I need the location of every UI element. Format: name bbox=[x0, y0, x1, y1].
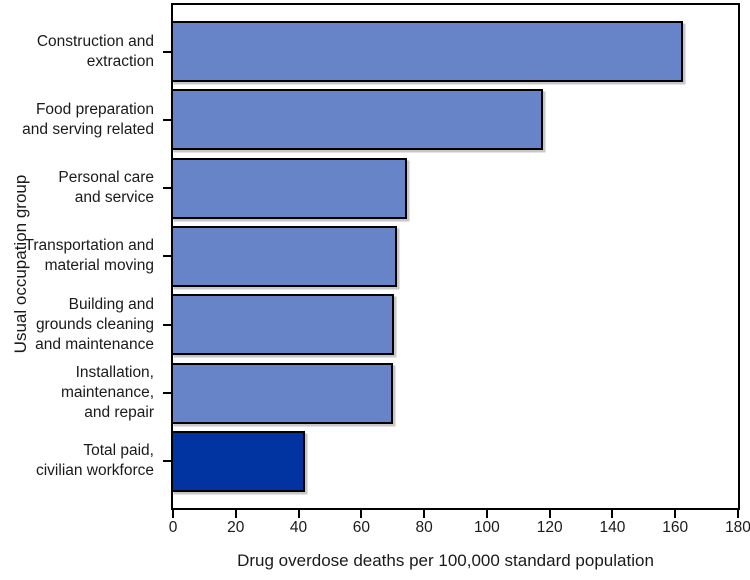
category-label-line: and repair bbox=[84, 404, 154, 421]
category-label-line: grounds cleaning bbox=[35, 315, 154, 333]
x-axis-tick-label: 180 bbox=[725, 519, 750, 536]
category-label-personal-care-and-service: Personal care and service bbox=[0, 152, 154, 224]
x-axis-tick bbox=[297, 510, 300, 518]
category-label-line: civilian workforce bbox=[35, 462, 154, 480]
x-axis-tick bbox=[674, 510, 677, 518]
x-axis-tick-label: 40 bbox=[289, 519, 308, 536]
x-axis-tick-label: 20 bbox=[227, 519, 245, 536]
y-axis-tick bbox=[163, 187, 172, 190]
y-axis-tick bbox=[163, 460, 172, 463]
x-axis-title: Drug overdose deaths per 100,000 standar… bbox=[237, 551, 654, 570]
category-label-line: maintenance, bbox=[60, 384, 154, 401]
x-axis-tick-label: 60 bbox=[352, 519, 370, 536]
x-axis-tick bbox=[172, 510, 174, 518]
x-axis-tick bbox=[423, 510, 426, 518]
x-axis-tick-label: 140 bbox=[599, 519, 626, 536]
x-axis-tick-label: 80 bbox=[415, 519, 433, 536]
category-label-line: Personal care bbox=[58, 169, 154, 187]
bar-personal-care-and-service bbox=[171, 157, 407, 219]
plot-area bbox=[171, 3, 740, 510]
y-axis-tick bbox=[163, 392, 172, 394]
bar-building-and-grounds-cleaning-and-maintenance bbox=[171, 294, 394, 356]
y-axis-tick bbox=[163, 50, 172, 53]
x-axis-tick bbox=[611, 510, 614, 518]
x-axis-tick-label: 0 bbox=[168, 519, 178, 536]
x-axis-tick bbox=[485, 510, 488, 518]
bar-total-paid-civilian-workforce bbox=[171, 430, 306, 492]
bar-transportation-and-material-moving bbox=[171, 225, 398, 287]
x-axis-tick bbox=[548, 510, 551, 518]
x-axis-tick bbox=[360, 510, 363, 518]
x-axis-tick-label: 160 bbox=[662, 519, 689, 536]
y-axis-tick bbox=[163, 323, 172, 326]
category-label-line: and service bbox=[74, 189, 154, 207]
x-axis-tick bbox=[234, 510, 237, 518]
x-axis-tick-label: 120 bbox=[536, 519, 563, 536]
category-label-line: Transportation and bbox=[24, 237, 154, 255]
bar-construction-and-extraction bbox=[171, 21, 684, 82]
bar-installation-maintenance-and-repair bbox=[171, 362, 394, 424]
category-label-food-preparation-and-serving-related: Food preparation and serving related bbox=[0, 84, 154, 156]
x-axis-ticks bbox=[172, 510, 739, 519]
category-label-installation-maintenance-and-repair: Installation, maintenance, and repair bbox=[0, 357, 154, 429]
category-label-transportation-and-material-moving: Transportation and material moving bbox=[0, 220, 154, 292]
category-label-line: Total paid, bbox=[83, 442, 154, 460]
y-axis-tick bbox=[163, 255, 172, 258]
y-axis-tick bbox=[163, 118, 172, 121]
category-label-total-paid-civilian-workforce: Total paid, civilian workforce bbox=[0, 425, 154, 497]
bar-food-preparation-and-serving-related bbox=[171, 89, 544, 151]
x-axis-tick-labels: 0 20 40 60 80 100 120 140 160 180 bbox=[169, 519, 750, 539]
category-label-line: material moving bbox=[44, 257, 154, 275]
category-label-line: Food preparation bbox=[35, 100, 154, 118]
category-label-line: Building and bbox=[68, 295, 154, 313]
x-axis-tick-label: 100 bbox=[473, 519, 500, 536]
category-label-line: Construction and bbox=[36, 32, 154, 50]
category-label-line: and maintenance bbox=[35, 335, 154, 353]
category-label-line: Installation, bbox=[75, 364, 154, 381]
category-label-line: and serving related bbox=[22, 120, 154, 138]
category-label-construction-and-extraction: Construction and extraction bbox=[0, 16, 154, 88]
category-label-building-and-grounds-cleaning-and-maintenance: Building and grounds cleaning and maintena… bbox=[0, 289, 154, 361]
category-label-line: extraction bbox=[86, 52, 154, 70]
x-axis-tick bbox=[737, 510, 739, 518]
